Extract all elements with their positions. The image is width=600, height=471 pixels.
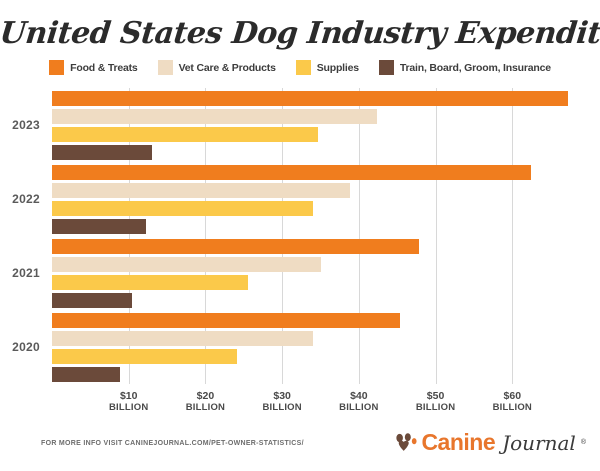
x-axis-tick-40: $40 BILLION (339, 390, 378, 414)
legend-swatch-vet (157, 60, 173, 75)
page-title: United States Dog Industry Expenditures (0, 16, 600, 51)
footer-source-note: FOR MORE INFO VISIT CANINEJOURNAL.COM/PE… (41, 440, 304, 447)
bar-2023-services[interactable] (52, 144, 153, 160)
bar-2021-vet[interactable] (52, 256, 321, 272)
x-tick-unit: BILLION (109, 402, 149, 413)
legend-item-vet[interactable]: Vet Care & Products (157, 60, 276, 75)
x-axis-tick-20: $20 BILLION (186, 390, 225, 414)
bar-2023-vet[interactable] (52, 108, 378, 124)
legend-item-supplies[interactable]: Supplies (295, 60, 359, 75)
legend-label-supplies: Supplies (316, 61, 359, 74)
brand-logo: Canine Journal ® (395, 431, 586, 454)
legend-label-vet: Vet Care & Products (178, 61, 276, 74)
bar-2021-services[interactable] (52, 292, 132, 308)
bar-group-2023 (52, 88, 589, 162)
brand-name-secondary: Journal (502, 430, 576, 455)
bar-2022-food[interactable] (52, 164, 532, 180)
x-axis-tick-50: $50 BILLION (416, 390, 455, 414)
x-tick-amount: $50 (426, 390, 445, 402)
y-axis-label-2023: 2023 (12, 118, 40, 132)
legend-swatch-services (378, 60, 394, 75)
x-tick-amount: $60 (503, 390, 522, 402)
chart-legend: Food & Treats Vet Care & Products Supplies… (0, 60, 600, 75)
x-axis-tick-60: $60 BILLION (493, 390, 532, 414)
y-axis-label-2020: 2020 (12, 340, 40, 354)
x-tick-unit: BILLION (415, 402, 456, 413)
y-axis-label-2021: 2021 (12, 266, 40, 280)
legend-item-services[interactable]: Train, Board, Groom, Insurance (378, 60, 551, 75)
x-tick-amount: $30 (273, 390, 291, 402)
y-axis-labels: 2023 2022 2021 2020 (0, 88, 46, 384)
y-axis-label-2022: 2022 (12, 192, 40, 206)
bar-2020-food[interactable] (52, 312, 401, 328)
x-axis-tick-30: $30 BILLION (262, 390, 301, 414)
legend-swatch-supplies (295, 60, 311, 75)
bar-group-2021 (52, 236, 589, 310)
bar-2023-food[interactable] (52, 90, 568, 106)
legend-item-food[interactable]: Food & Treats (49, 60, 138, 75)
x-tick-unit: BILLION (262, 402, 302, 413)
bar-2021-supplies[interactable] (52, 274, 248, 290)
x-axis-labels: $10 BILLION $20 BILLION $30 BILLION $40 BILLION… (52, 390, 589, 416)
bar-2020-vet[interactable] (52, 330, 313, 346)
bar-2022-supplies[interactable] (52, 200, 313, 216)
x-tick-amount: $20 (196, 390, 215, 402)
legend-label-services: Train, Board, Groom, Insurance (399, 61, 551, 74)
registered-trademark-icon: ® (580, 439, 586, 446)
bar-group-2020 (52, 310, 589, 384)
bar-2022-vet[interactable] (52, 182, 350, 198)
legend-label-food: Food & Treats (70, 61, 138, 74)
bar-2020-services[interactable] (52, 366, 121, 382)
x-tick-unit: BILLION (185, 402, 226, 413)
x-tick-amount: $10 (119, 390, 138, 402)
bar-2020-supplies[interactable] (52, 348, 237, 364)
bar-2021-food[interactable] (52, 238, 420, 254)
legend-swatch-food (49, 60, 65, 75)
plot-area (52, 88, 589, 384)
x-tick-unit: BILLION (339, 402, 379, 413)
x-tick-amount: $40 (350, 390, 368, 402)
x-tick-unit: BILLION (492, 402, 532, 413)
bar-group-2022 (52, 162, 589, 236)
bar-2022-services[interactable] (52, 218, 146, 234)
paw-heart-icon (396, 432, 417, 451)
bar-2023-supplies[interactable] (52, 126, 319, 142)
brand-name-primary: Canine (421, 429, 496, 455)
x-axis-tick-10: $10 BILLION (109, 390, 148, 414)
